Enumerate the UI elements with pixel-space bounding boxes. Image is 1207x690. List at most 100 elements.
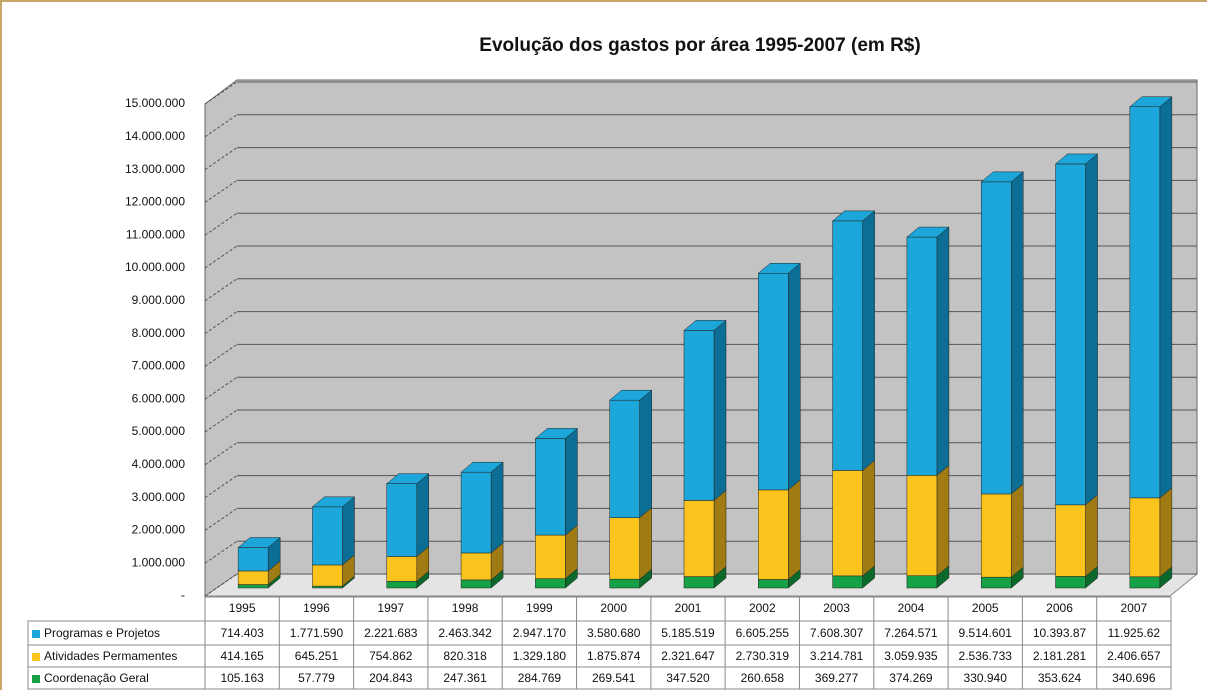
bar-side bbox=[1010, 483, 1024, 578]
bar bbox=[758, 579, 789, 589]
bar bbox=[758, 489, 789, 580]
bar-side bbox=[416, 473, 430, 558]
bar bbox=[386, 556, 418, 582]
x-tick-label: 1995 bbox=[229, 601, 256, 615]
bar-side bbox=[713, 319, 727, 501]
table-bg bbox=[204, 596, 1172, 690]
bar bbox=[312, 585, 343, 589]
legend-swatch bbox=[32, 675, 40, 683]
bar bbox=[312, 506, 343, 566]
x-tick-label: 2001 bbox=[675, 601, 702, 615]
table-value: 2.406.657 bbox=[1107, 649, 1161, 663]
legend-label: Programas e Projetos bbox=[44, 626, 160, 640]
bar-side bbox=[936, 226, 950, 476]
grid-line bbox=[204, 212, 238, 236]
bar-side bbox=[788, 262, 801, 491]
table-value: 7.608.307 bbox=[810, 626, 864, 640]
table-value: 754.862 bbox=[369, 649, 413, 663]
bar-side bbox=[936, 464, 950, 577]
x-tick-label: 1997 bbox=[377, 601, 404, 615]
bar bbox=[980, 576, 1012, 589]
table-bg bbox=[27, 620, 206, 690]
table-value: 353.624 bbox=[1038, 671, 1082, 685]
table-value: 347.520 bbox=[666, 671, 710, 685]
bar bbox=[609, 578, 640, 589]
bar bbox=[535, 534, 566, 579]
bar-top bbox=[311, 496, 356, 508]
x-tick-label: 2006 bbox=[1046, 601, 1073, 615]
grid-line bbox=[204, 507, 238, 531]
table-value: 2.221.683 bbox=[364, 626, 418, 640]
bar bbox=[460, 579, 492, 589]
x-tick-label: 2003 bbox=[823, 601, 850, 615]
grid-line bbox=[204, 245, 238, 269]
table-value: 645.251 bbox=[295, 649, 339, 663]
y-tick-label: 9.000.000 bbox=[132, 293, 186, 307]
x-tick-label: 2000 bbox=[600, 601, 627, 615]
bar-side bbox=[639, 507, 652, 580]
legend-label: Atividades Permamentes bbox=[44, 649, 177, 663]
table-value: 57.779 bbox=[298, 671, 335, 685]
grid-line bbox=[204, 442, 238, 466]
bar-side bbox=[862, 459, 875, 577]
y-tick-label: 3.000.000 bbox=[132, 490, 186, 504]
bar-side bbox=[1159, 96, 1173, 499]
x-tick-label: 2002 bbox=[749, 601, 776, 615]
bar bbox=[460, 552, 492, 581]
bar-side bbox=[639, 389, 652, 519]
bar-side bbox=[1085, 494, 1098, 577]
bar bbox=[312, 564, 343, 587]
bar bbox=[906, 475, 938, 576]
table-value: 11.925.62 bbox=[1108, 626, 1161, 640]
table-value: 269.541 bbox=[592, 671, 636, 685]
bar-top bbox=[237, 537, 281, 548]
bar bbox=[683, 330, 715, 501]
table-value: 1.771.590 bbox=[290, 626, 344, 640]
bar bbox=[683, 576, 715, 589]
bar bbox=[832, 575, 863, 589]
table-value: 1.875.874 bbox=[587, 649, 641, 663]
x-tick-label: 2007 bbox=[1120, 601, 1147, 615]
x-tick-label: 1996 bbox=[303, 601, 330, 615]
table-value: 330.940 bbox=[964, 671, 1008, 685]
y-tick-label: 2.000.000 bbox=[132, 523, 186, 537]
grid-line bbox=[204, 409, 238, 433]
table-value: 204.843 bbox=[369, 671, 413, 685]
bar-top bbox=[534, 428, 579, 439]
bar bbox=[832, 470, 863, 577]
table-value: 3.059.935 bbox=[884, 649, 938, 663]
chart-title: Evolução dos gastos por área 1995-2007 (… bbox=[479, 35, 920, 56]
table-value: 2.536.733 bbox=[959, 649, 1013, 663]
bar bbox=[1055, 504, 1086, 577]
table-value: 3.214.781 bbox=[810, 649, 864, 663]
bar bbox=[237, 570, 269, 585]
table-value: 2.181.281 bbox=[1033, 649, 1087, 663]
bar bbox=[386, 483, 418, 557]
bar bbox=[237, 547, 269, 572]
table-value: 820.318 bbox=[443, 649, 487, 663]
bar-side bbox=[490, 461, 504, 554]
bar bbox=[980, 181, 1012, 495]
y-tick-label: 6.000.000 bbox=[132, 391, 186, 405]
bar bbox=[832, 220, 863, 471]
bar-top bbox=[609, 389, 653, 401]
table-value: 369.277 bbox=[815, 671, 859, 685]
bar-top bbox=[906, 226, 950, 238]
x-tick-label: 2004 bbox=[898, 601, 925, 615]
bar bbox=[460, 471, 492, 554]
x-tick-label: 2005 bbox=[972, 601, 999, 615]
bar-top bbox=[757, 262, 801, 274]
bar bbox=[1055, 576, 1086, 589]
y-tick-label: 5.000.000 bbox=[132, 424, 186, 438]
bar bbox=[609, 517, 640, 580]
bar bbox=[980, 493, 1012, 578]
legend-label: Coordenação Geral bbox=[44, 671, 149, 685]
y-tick-label: 15.000.000 bbox=[125, 96, 185, 110]
x-tick-label: 1999 bbox=[526, 601, 553, 615]
y-tick-label: 8.000.000 bbox=[132, 326, 186, 340]
y-tick-label: 4.000.000 bbox=[132, 457, 186, 471]
legend-swatch bbox=[32, 630, 40, 638]
bar-top bbox=[1054, 153, 1099, 165]
table-value: 3.580.680 bbox=[587, 626, 641, 640]
